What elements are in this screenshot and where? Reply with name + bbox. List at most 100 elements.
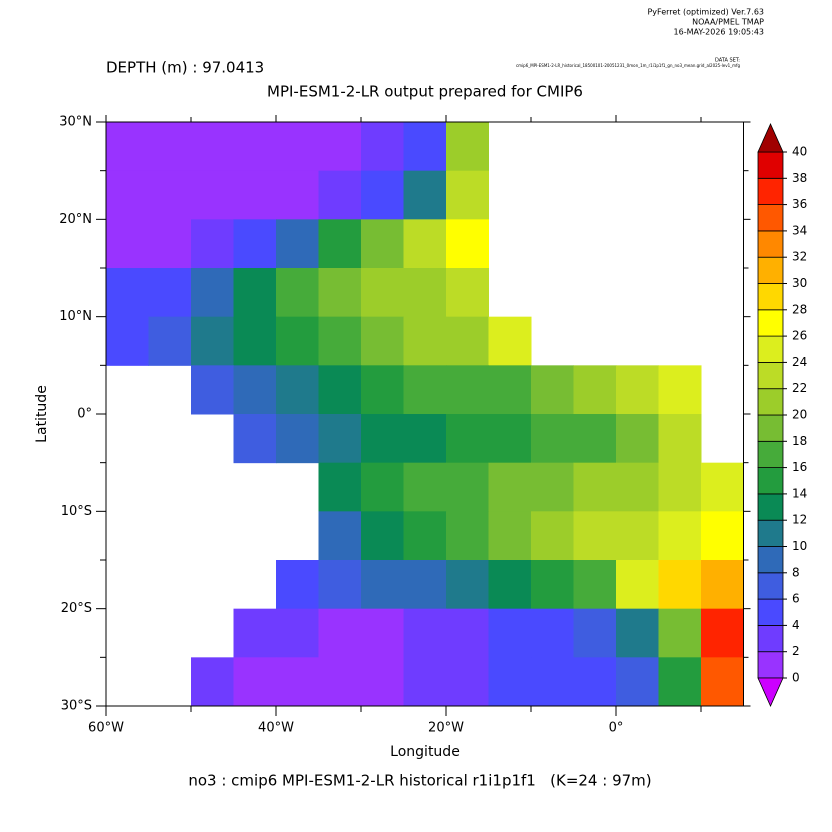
field-cell [446, 414, 489, 464]
field-cell [446, 219, 489, 269]
field-cell [361, 560, 404, 610]
y-tick-label: 30°S [61, 699, 92, 714]
colorbar-box [757, 204, 784, 232]
field-cell [616, 608, 659, 658]
field-cell [318, 268, 362, 318]
field-cell [233, 122, 277, 172]
field-cell [403, 462, 447, 512]
field-cell [488, 316, 532, 366]
field-cell [488, 608, 532, 658]
field-cell [488, 414, 532, 464]
colorbar-label: 14 [792, 486, 807, 500]
field-cell [191, 316, 234, 366]
colorbar-label: 0 [792, 671, 800, 685]
field-cell [318, 511, 362, 561]
field-cell [488, 462, 532, 512]
field-cell [318, 122, 362, 172]
field-cell [701, 657, 744, 707]
field-cell [148, 122, 192, 172]
field-cell [318, 316, 362, 366]
field-cell [403, 170, 447, 220]
colorbar-box [757, 572, 784, 600]
field-cell [573, 608, 617, 658]
field-cell [658, 462, 702, 512]
field-cell [531, 608, 574, 658]
field-cell [276, 414, 319, 464]
depth-label: DEPTH (m) : 97.0413 [106, 59, 264, 77]
colorbar-box [757, 440, 784, 468]
y-axis-label: Latitude [34, 385, 50, 443]
colorbar-label: 4 [792, 618, 800, 632]
colorbar-box [757, 598, 784, 626]
field-cell [361, 170, 404, 220]
field-cell [106, 316, 149, 366]
field-cell [148, 268, 192, 318]
field-cell [531, 462, 574, 512]
field-cell [361, 608, 404, 658]
field-cell [446, 462, 489, 512]
field-cell [573, 511, 617, 561]
colorbar-box [757, 151, 784, 179]
y-tick-label: 20°S [61, 601, 92, 616]
field-cell [148, 316, 192, 366]
field-cell [361, 365, 404, 415]
field-cell [233, 657, 277, 707]
field-cell [488, 657, 532, 707]
colorbar-box [757, 283, 784, 311]
field-cell [446, 268, 489, 318]
field-cell [106, 170, 149, 220]
y-tick-label: 20°N [59, 212, 92, 227]
field-cell [148, 170, 192, 220]
field-cell [531, 414, 574, 464]
field-cell [531, 560, 574, 610]
field-cell [573, 657, 617, 707]
field-cell [233, 316, 277, 366]
field-cell [658, 657, 702, 707]
colorbar-label: 2 [792, 644, 800, 658]
field-cell [446, 365, 489, 415]
colorbar-box [757, 256, 784, 284]
colorbar-label: 24 [792, 355, 807, 369]
colorbar-box [757, 230, 784, 258]
field-cell [403, 268, 447, 318]
field-cell [318, 657, 362, 707]
colorbar-label: 16 [792, 460, 807, 474]
colorbar-box [757, 177, 784, 206]
axes: 60°W 40°W 20°W 0° 30°N 20°N 10°N 0° 10°S 20°S 30°S [59, 115, 751, 736]
y-tick-label: 0° [77, 407, 92, 422]
colorbar-label: 38 [792, 171, 807, 185]
x-tick-label: 20°W [428, 721, 464, 736]
field-cell [616, 657, 659, 707]
field-cell [361, 122, 404, 172]
colorbar-box [757, 493, 784, 521]
field-cell [318, 170, 362, 220]
colorbar-label: 26 [792, 329, 807, 343]
field-cell [658, 511, 702, 561]
field-cell [403, 560, 447, 610]
dataset-label: DATA SET: [715, 58, 740, 64]
y-tick-label: 10°N [59, 309, 92, 324]
colorbar-box [757, 414, 784, 442]
field-cell [573, 462, 617, 512]
header-line: 16-MAY-2026 19:05:43 [674, 28, 764, 37]
field-cell [531, 365, 574, 415]
field-cell [446, 170, 489, 220]
field [106, 122, 744, 707]
field-cell [701, 511, 744, 561]
x-tick-label: 40°W [258, 721, 294, 736]
field-cell [191, 268, 234, 318]
colorbar-label: 40 [792, 145, 807, 159]
field-cell [403, 657, 447, 707]
field-cell [403, 316, 447, 366]
field-cell [403, 219, 447, 269]
y-tick-label: 30°N [59, 115, 92, 130]
colorbar-over [757, 123, 784, 153]
field-cell [191, 219, 234, 269]
colorbar-box [757, 651, 784, 679]
field-cell [191, 122, 234, 172]
field-cell [658, 560, 702, 610]
field-cell [191, 365, 234, 415]
field-cell [233, 365, 277, 415]
colorbar-box [757, 361, 784, 390]
